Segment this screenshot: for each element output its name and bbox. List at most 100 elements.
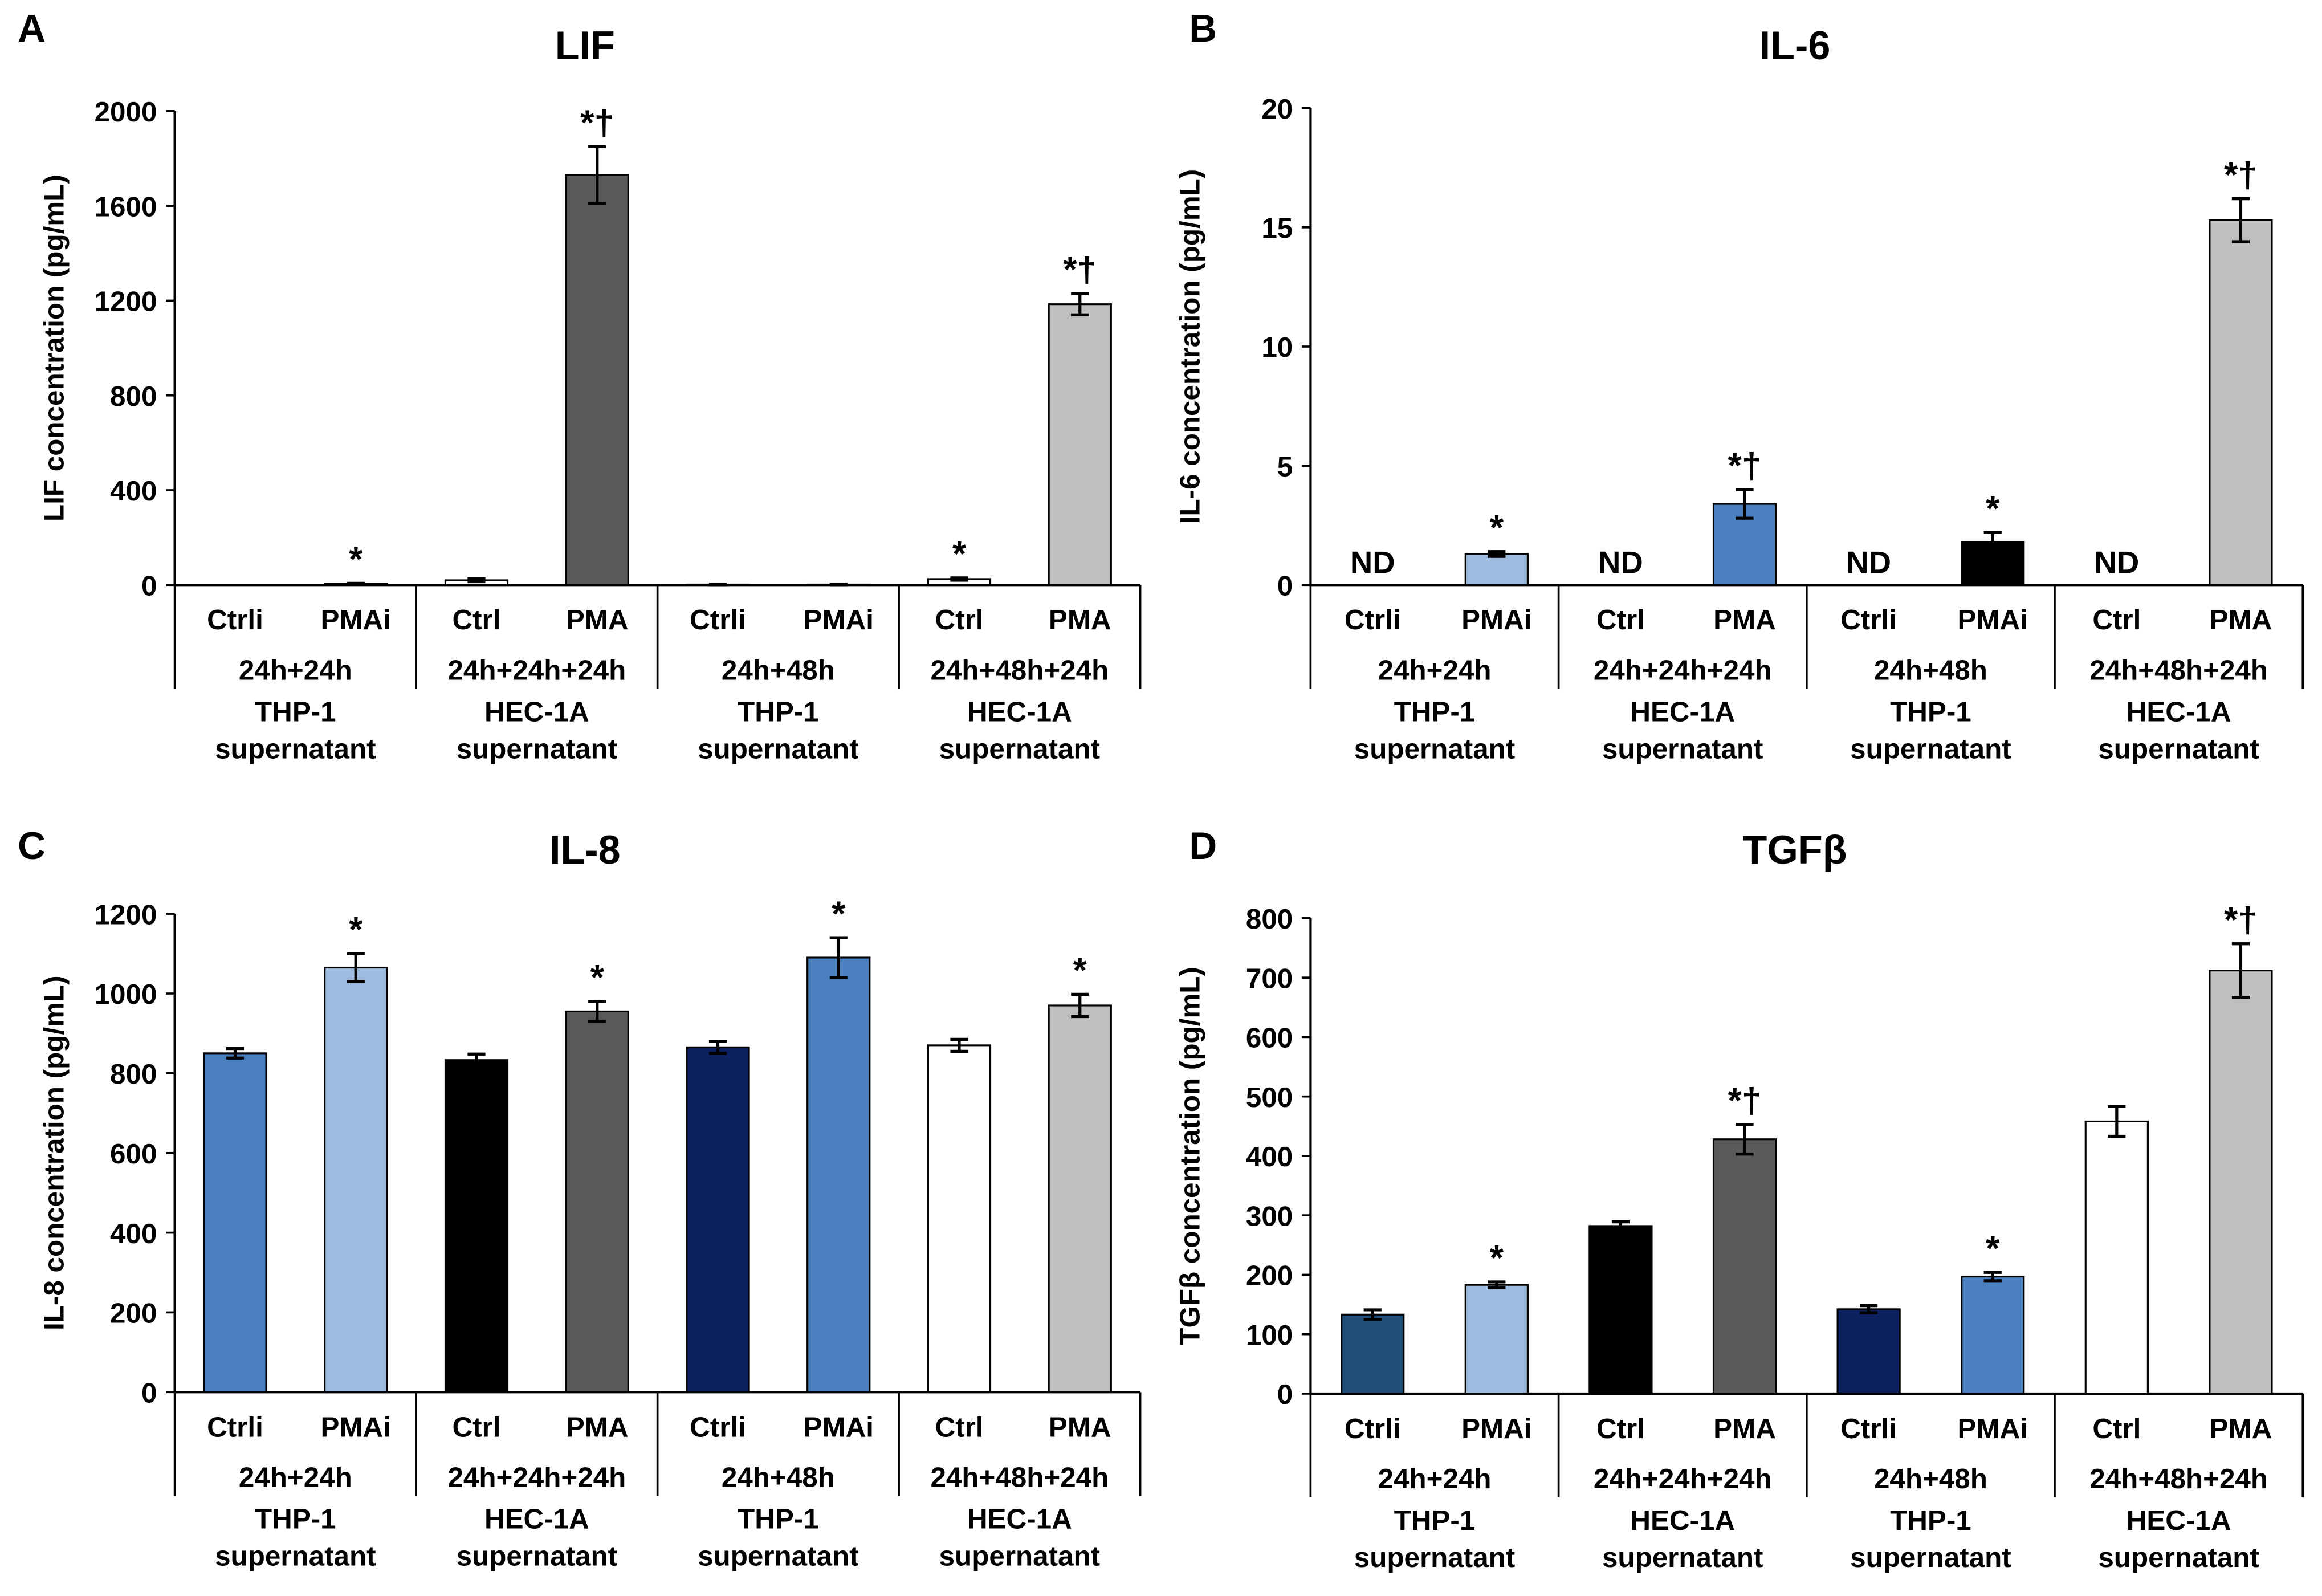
- significance-label: ND: [1350, 545, 1395, 580]
- bar: [1341, 1313, 1405, 1395]
- y-tick-label: 700: [1246, 963, 1293, 994]
- source-label: THP-1: [738, 1503, 819, 1534]
- significance-label: *: [1490, 508, 1504, 548]
- category-label: Ctrli: [1345, 1413, 1401, 1444]
- bar: [927, 1044, 992, 1393]
- y-tick-label: 400: [1246, 1141, 1293, 1172]
- bar: [2209, 219, 2273, 586]
- significance-label: *: [1986, 489, 2000, 528]
- source-label: supernatant: [1354, 733, 1516, 764]
- category-label: Ctrl: [935, 604, 983, 636]
- y-tick-label: 1600: [95, 191, 157, 222]
- y-tick-label: 10: [1261, 332, 1293, 363]
- y-tick-label: 1200: [95, 899, 157, 930]
- y-tick-label: 400: [110, 475, 157, 507]
- y-axis-label: LIF concentration (pg/mL): [39, 174, 70, 522]
- bar: [1464, 553, 1529, 586]
- category-label: Ctrli: [207, 604, 263, 636]
- significance-label: *: [1490, 1239, 1504, 1278]
- category-label: Ctrl: [452, 604, 500, 636]
- y-tick-label: 20: [1261, 93, 1293, 125]
- source-label: supernatant: [457, 1540, 618, 1571]
- significance-label: *†: [2224, 901, 2258, 940]
- category-label: PMAi: [804, 1411, 874, 1443]
- y-tick-label: 200: [1246, 1260, 1293, 1292]
- significance-label: *: [1986, 1229, 2000, 1268]
- source-label: supernatant: [698, 733, 859, 764]
- y-tick-label: 0: [1277, 1379, 1293, 1410]
- bar: [2084, 1120, 2149, 1395]
- panel-letter: B: [1189, 7, 1217, 50]
- bar: [324, 966, 388, 1393]
- category-label: PMA: [566, 604, 629, 636]
- source-label: THP-1: [1394, 696, 1476, 727]
- y-axis-label: IL-8 concentration (pg/mL): [39, 975, 70, 1330]
- chart-title: IL-6: [1759, 23, 1831, 68]
- bar: [565, 1010, 629, 1393]
- category-label: PMA: [1713, 1413, 1776, 1444]
- significance-label: ND: [2094, 545, 2139, 580]
- y-axis-label: TGFβ concentration (pg/mL): [1175, 967, 1206, 1345]
- category-label: Ctrl: [2092, 604, 2141, 636]
- bar: [2209, 970, 2273, 1395]
- source-label: THP-1: [1394, 1505, 1476, 1536]
- source-label: HEC-1A: [967, 696, 1072, 727]
- y-tick-label: 400: [110, 1218, 157, 1249]
- y-tick-label: 0: [1277, 570, 1293, 601]
- y-tick-label: 1000: [95, 979, 157, 1010]
- category-label: Ctrli: [1840, 1413, 1897, 1444]
- time-group-label: 24h+48h: [722, 655, 835, 686]
- significance-label: *: [590, 958, 605, 997]
- category-label: PMAi: [321, 1411, 391, 1443]
- significance-label: *†: [1728, 1081, 1762, 1121]
- time-group-label: 24h+48h+24h: [930, 1462, 1109, 1493]
- source-label: HEC-1A: [967, 1503, 1072, 1534]
- source-label: HEC-1A: [2127, 1505, 2231, 1536]
- panel-d: D TGFβ 0 100 200 300 400 500 600 700 800 TGFβ conce…: [1175, 825, 2304, 1573]
- significance-label: ND: [1846, 545, 1891, 580]
- bar: [203, 1052, 267, 1393]
- bar: [1836, 1308, 1901, 1395]
- category-label: Ctrl: [1596, 1413, 1645, 1444]
- y-tick-label: 600: [110, 1138, 157, 1170]
- source-label: THP-1: [1890, 696, 1971, 727]
- source-label: HEC-1A: [2127, 696, 2231, 727]
- y-tick-label: 2000: [95, 96, 157, 128]
- source-label: supernatant: [1850, 733, 2011, 764]
- panel-letter: C: [18, 825, 46, 868]
- time-group-label: 24h+24h: [1378, 655, 1492, 686]
- time-group-label: 24h+48h+24h: [2089, 655, 2268, 686]
- time-group-label: 24h+24h+24h: [447, 655, 626, 686]
- source-label: supernatant: [939, 733, 1101, 764]
- category-label: PMA: [2210, 604, 2272, 636]
- panel-letter: D: [1189, 825, 1217, 868]
- panel-a: A LIF 0 400 800 1200 1600 2000 LIF concentration…: [18, 7, 1142, 764]
- category-label: Ctrli: [690, 1411, 746, 1443]
- y-tick-label: 0: [141, 570, 157, 601]
- panel-c: C IL-8 0 200 400 600 800 1000 1200 IL-8 concentra…: [18, 825, 1142, 1571]
- category-label: Ctrl: [1596, 604, 1645, 636]
- significance-label: *: [349, 540, 363, 580]
- source-label: supernatant: [1354, 1542, 1516, 1573]
- significance-label: *†: [580, 103, 614, 142]
- source-label: supernatant: [215, 1540, 376, 1571]
- category-label: PMA: [566, 1411, 629, 1443]
- source-label: THP-1: [255, 1503, 336, 1534]
- significance-label: *†: [2224, 156, 2258, 195]
- source-label: THP-1: [255, 696, 336, 727]
- panel-letter: A: [18, 7, 46, 50]
- source-label: supernatant: [1602, 1542, 1763, 1573]
- source-label: supernatant: [698, 1540, 859, 1571]
- category-label: PMAi: [1958, 1413, 2028, 1444]
- bar: [1588, 1225, 1653, 1395]
- source-label: THP-1: [1890, 1505, 1971, 1536]
- time-group-label: 24h+48h: [722, 1462, 835, 1493]
- y-axis-label: IL-6 concentration (pg/mL): [1175, 169, 1206, 524]
- category-label: Ctrli: [690, 604, 746, 636]
- time-group-label: 24h+24h+24h: [1594, 655, 1772, 686]
- significance-label: *†: [1728, 446, 1762, 486]
- y-tick-label: 600: [1246, 1023, 1293, 1054]
- category-label: Ctrl: [935, 1411, 983, 1443]
- time-group-label: 24h+24h+24h: [1594, 1463, 1772, 1495]
